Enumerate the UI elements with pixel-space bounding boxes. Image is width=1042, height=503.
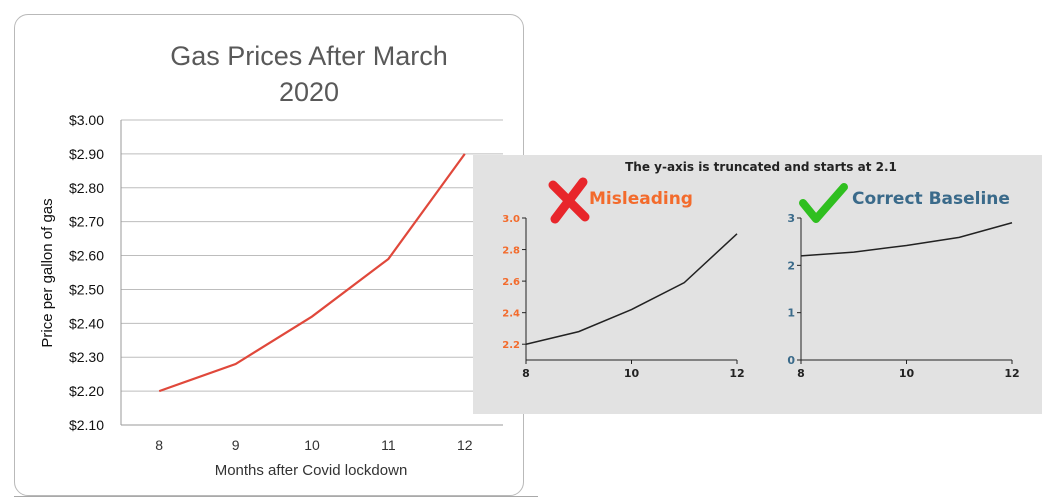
main-y-tick-label: $2.50 bbox=[69, 281, 104, 297]
main-y-tick-label: $2.20 bbox=[69, 383, 104, 399]
main-x-axis-label: Months after Covid lockdown bbox=[215, 462, 408, 479]
main-y-axis-label: Price per gallon of gas bbox=[39, 198, 56, 347]
main-y-tick-label: $2.80 bbox=[69, 180, 104, 196]
main-x-tick-label: 11 bbox=[381, 437, 396, 453]
main-y-tick-label: $2.60 bbox=[69, 248, 104, 264]
correct-y-tick-label: 2 bbox=[787, 259, 795, 272]
cross-icon bbox=[548, 177, 590, 224]
inset-banner: The y-axis is truncated and starts at 2.… bbox=[625, 160, 897, 174]
correct-line bbox=[800, 222, 1013, 257]
main-series bbox=[158, 153, 466, 393]
correct-x-tick-label: 8 bbox=[797, 367, 805, 380]
correct-y-tick-label: 0 bbox=[787, 354, 795, 367]
main-x-tick-label: 8 bbox=[155, 437, 163, 453]
comparison-charts: The y-axis is truncated and starts at 2.… bbox=[502, 160, 1019, 380]
main-y-tick-labels: $2.10 $2.20 $2.30 $2.40 $2.50 $2.60 $2.70 $2.80… bbox=[69, 112, 104, 433]
misleading-label: Misleading bbox=[589, 189, 693, 209]
correct-x-tick-label: 10 bbox=[899, 367, 915, 380]
misleading-x-tick-label: 12 bbox=[729, 367, 744, 380]
bottom-divider bbox=[14, 496, 538, 497]
correct-x-tick-label: 12 bbox=[1004, 367, 1019, 380]
misleading-series bbox=[525, 233, 738, 345]
correct-series bbox=[800, 222, 1013, 257]
correct-baseline-label: Correct Baseline bbox=[852, 189, 1010, 209]
main-y-tick-label: $3.00 bbox=[69, 112, 104, 128]
main-x-tick-label: 12 bbox=[457, 437, 473, 453]
misleading-y-tick-label: 3.0 bbox=[502, 214, 520, 225]
main-y-tick-label: $2.10 bbox=[69, 417, 104, 433]
main-x-tick-labels: 8 9 10 11 12 bbox=[155, 437, 472, 453]
main-y-tick-label: $2.90 bbox=[69, 146, 104, 162]
check-icon bbox=[799, 183, 848, 223]
main-chart: Gas Prices After March 2020 $2.10$2.20$2… bbox=[39, 41, 503, 479]
price-line bbox=[158, 153, 466, 393]
main-chart-title-line-1: Gas Prices After March bbox=[170, 41, 448, 71]
main-y-tick-label: $2.30 bbox=[69, 349, 104, 365]
comparison-inset: The y-axis is truncated and starts at 2.… bbox=[473, 155, 1042, 414]
main-chart-title-line-2: 2020 bbox=[279, 77, 339, 107]
main-x-tick-label: 10 bbox=[304, 437, 320, 453]
misleading-ticks: 2.2 2.4 2.6 2.8 3.0 8 10 12 bbox=[502, 214, 744, 380]
misleading-chart: 2.2 2.4 2.6 2.8 3.0 8 10 12 bbox=[502, 214, 744, 380]
misleading-y-tick-label: 2.6 bbox=[502, 277, 520, 288]
misleading-x-tick-label: 8 bbox=[522, 367, 530, 380]
misleading-line bbox=[525, 233, 738, 345]
correct-y-tick-label: 3 bbox=[787, 212, 795, 225]
main-y-tick-label: $2.70 bbox=[69, 214, 104, 230]
misleading-x-tick-label: 10 bbox=[624, 367, 640, 380]
correct-y-tick-label: 1 bbox=[787, 307, 795, 320]
misleading-y-tick-label: 2.2 bbox=[502, 340, 520, 351]
main-y-tick-label: $2.40 bbox=[69, 315, 104, 331]
main-x-tick-label: 9 bbox=[232, 437, 240, 453]
misleading-y-tick-label: 2.8 bbox=[502, 246, 520, 257]
main-gridlines bbox=[121, 119, 503, 392]
misleading-y-tick-label: 2.4 bbox=[502, 309, 520, 320]
main-chart-card bbox=[14, 14, 524, 496]
